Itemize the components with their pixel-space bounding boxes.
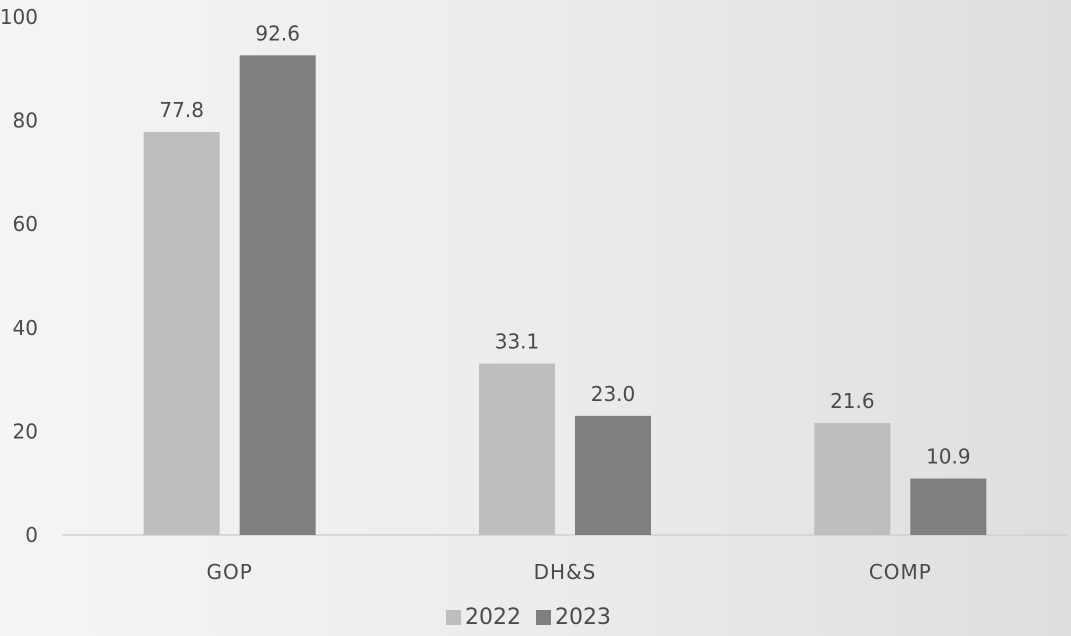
data-label: 33.1 [495, 330, 540, 354]
bars: 77.8 92.6 33.1 23.0 21.6 10.9 [143, 21, 987, 535]
legend-swatch-2022 [446, 610, 461, 625]
y-tick-label: 0 [25, 523, 38, 547]
y-tick-label: 100 [0, 5, 38, 29]
bar-2022-COMP [814, 423, 891, 535]
y-tick-label: 60 [13, 212, 38, 236]
legend: 2022 2023 [446, 605, 611, 630]
bar-2023-COMP [910, 478, 987, 535]
data-label: 77.8 [159, 98, 204, 122]
data-label: 21.6 [830, 389, 875, 413]
legend-label: 2022 [465, 605, 521, 630]
y-tick-label: 80 [13, 109, 38, 133]
bar-2023-DH&S [575, 415, 651, 535]
legend-label: 2023 [555, 605, 611, 630]
bar-2022-GOP [143, 131, 220, 535]
legend-swatch-2023 [536, 610, 551, 625]
bar-2022-DH&S [479, 363, 555, 535]
x-category-label: COMP [869, 560, 932, 584]
y-tick-label: 40 [13, 316, 38, 340]
y-axis: 0 20 40 60 80 100 [0, 5, 38, 547]
data-label: 23.0 [591, 382, 636, 406]
x-axis: GOP DH&S COMP [207, 560, 932, 584]
bar-2023-GOP [239, 55, 316, 535]
y-tick-label: 20 [13, 419, 38, 443]
x-category-label: GOP [207, 560, 253, 584]
data-label: 92.6 [255, 21, 300, 45]
x-category-label: DH&S [534, 560, 597, 584]
data-label: 10.9 [926, 445, 971, 469]
